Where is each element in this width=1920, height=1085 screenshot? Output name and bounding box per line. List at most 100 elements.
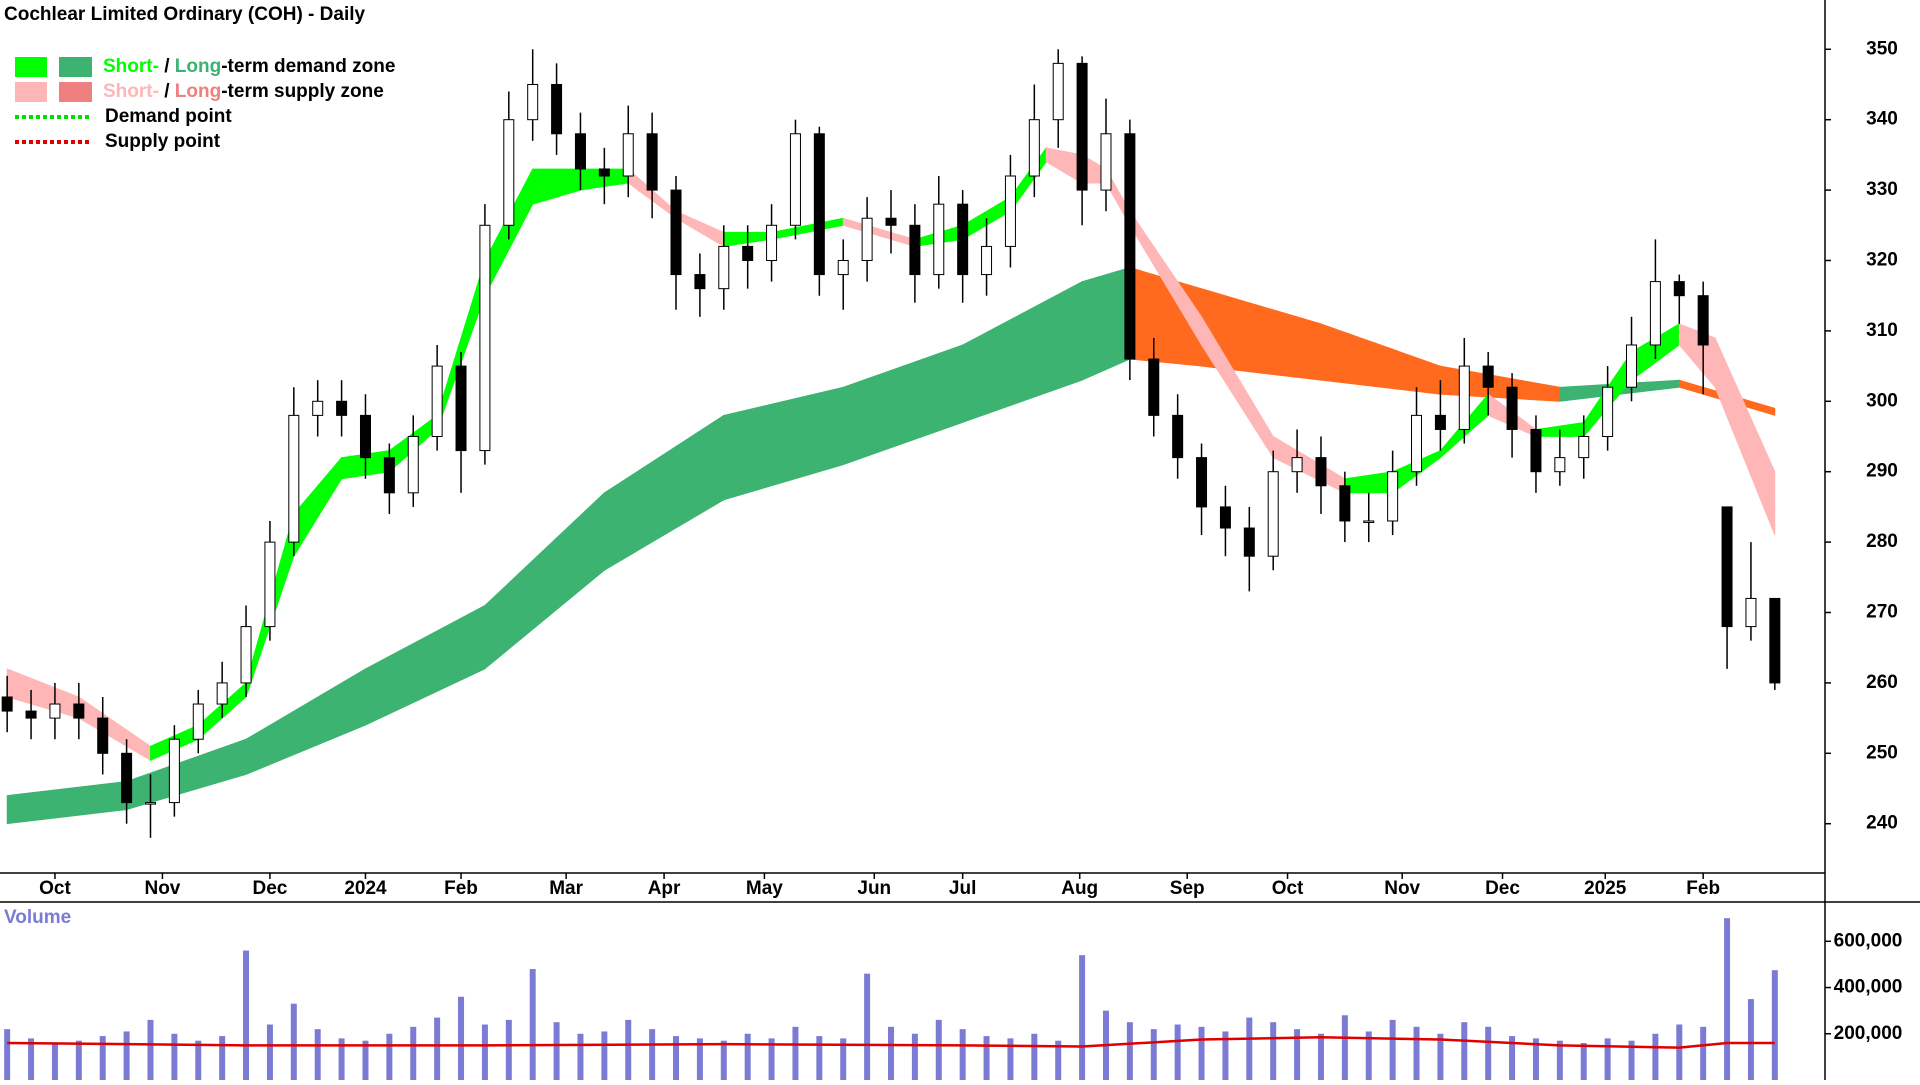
candle-body <box>479 224 491 452</box>
volume-bar <box>959 1029 966 1080</box>
x-tick-label: Oct <box>1272 878 1304 899</box>
candle-body <box>789 133 801 226</box>
volume-bar <box>243 950 250 1080</box>
y-tick-label: 350 <box>1866 38 1898 59</box>
candle-body <box>288 414 300 543</box>
candle-body <box>1291 457 1303 473</box>
candle-body <box>1673 281 1685 297</box>
candle-body <box>25 710 37 719</box>
y-tick-label: 270 <box>1866 602 1898 623</box>
candle-body <box>336 400 348 416</box>
candle-body <box>1554 457 1566 473</box>
volume-bar <box>1532 1038 1539 1080</box>
volume-bar <box>577 1033 584 1080</box>
candle-body <box>73 703 85 719</box>
legend-label-part: -term supply zone <box>221 81 384 102</box>
volume-bar <box>1676 1024 1683 1080</box>
volume-bar <box>219 1036 226 1080</box>
candle-body <box>121 752 133 804</box>
legend-label: Short- / Long-term supply zone <box>103 81 384 102</box>
candle-body <box>957 203 969 276</box>
legend-label: Supply point <box>105 131 221 152</box>
volume-bar <box>1270 1022 1277 1080</box>
short-term-zone <box>1714 337 1776 536</box>
volume-bar <box>792 1026 799 1080</box>
volume-bar <box>1198 1026 1205 1080</box>
candle-body <box>718 245 730 290</box>
volume-bar <box>75 1040 82 1080</box>
candle-body <box>168 738 180 804</box>
candle-body <box>1578 436 1590 459</box>
candle-body <box>527 83 539 121</box>
candle-body <box>1148 358 1160 416</box>
candle-body <box>670 189 682 276</box>
candle-body <box>646 133 658 191</box>
volume-bar <box>171 1033 178 1080</box>
volume-bar <box>1628 1040 1635 1080</box>
candle-body <box>1076 62 1088 191</box>
y-tick-label: 240 <box>1866 813 1898 834</box>
volume-bar <box>1150 1029 1157 1080</box>
volume-bar <box>625 1019 632 1080</box>
candle-body <box>813 133 825 276</box>
candle-body <box>1100 133 1112 191</box>
x-tick-label: Aug <box>1061 878 1098 899</box>
volume-bar <box>1485 1026 1492 1080</box>
volume-bar <box>1007 1038 1014 1080</box>
y-tick-label: 340 <box>1866 109 1898 130</box>
y-tick-label: 330 <box>1866 179 1898 200</box>
volume-bar <box>696 1038 703 1080</box>
candle-body <box>312 400 324 416</box>
candle-body <box>1769 597 1781 684</box>
candle-body <box>1458 365 1470 430</box>
y-tick-label: 300 <box>1866 390 1898 411</box>
volume-bar <box>434 1017 441 1080</box>
candle-body <box>622 133 634 177</box>
volume-bar <box>935 1019 942 1080</box>
candle-body <box>1124 133 1136 360</box>
candle-body <box>455 365 467 452</box>
volume-bar <box>601 1031 608 1080</box>
volume-bar <box>1700 1026 1707 1080</box>
y-tick-label: 200,000 <box>1834 1023 1903 1044</box>
volume-bar <box>1556 1040 1563 1080</box>
candle-body <box>1721 506 1733 628</box>
candle-body <box>1506 386 1518 430</box>
candle-body <box>1530 428 1542 473</box>
volume-bar <box>362 1040 369 1080</box>
legend-swatch <box>59 82 92 102</box>
volume-bar <box>1317 1033 1324 1080</box>
volume-bar <box>1246 1017 1253 1080</box>
candle-body <box>1 696 13 712</box>
x-tick-label: Mar <box>549 878 583 899</box>
volume-bar <box>481 1024 488 1080</box>
x-tick-label: Feb <box>1686 878 1720 899</box>
candle-body <box>1411 414 1423 473</box>
volume-bar <box>1222 1031 1229 1080</box>
volume-bar <box>1437 1033 1444 1080</box>
volume-bar <box>1389 1019 1396 1080</box>
volume-bar <box>888 1026 895 1080</box>
volume-bar <box>649 1029 656 1080</box>
candle-body <box>1219 506 1231 529</box>
volume-bar <box>458 996 465 1080</box>
candle-body <box>49 703 61 719</box>
volume-bar <box>195 1040 202 1080</box>
price-plot <box>1 49 1781 838</box>
candle-body <box>1626 344 1638 388</box>
candle-body <box>503 119 515 226</box>
volume-bar <box>720 1040 727 1080</box>
volume-bar <box>1126 1022 1133 1080</box>
candle-body <box>1697 295 1709 346</box>
legend-label-part: Short- <box>103 81 159 102</box>
candle-body <box>981 245 993 276</box>
candle-body <box>1482 365 1494 388</box>
x-tick-label: Nov <box>1384 878 1420 899</box>
volume-bar <box>1341 1015 1348 1080</box>
volume-average <box>7 1035 1775 1049</box>
x-tick-label: 2025 <box>1584 878 1627 899</box>
volume-bar <box>51 1043 58 1080</box>
legend-label: Demand point <box>105 106 232 127</box>
candle-body <box>551 83 563 135</box>
legend-label-part: Long <box>175 56 221 77</box>
